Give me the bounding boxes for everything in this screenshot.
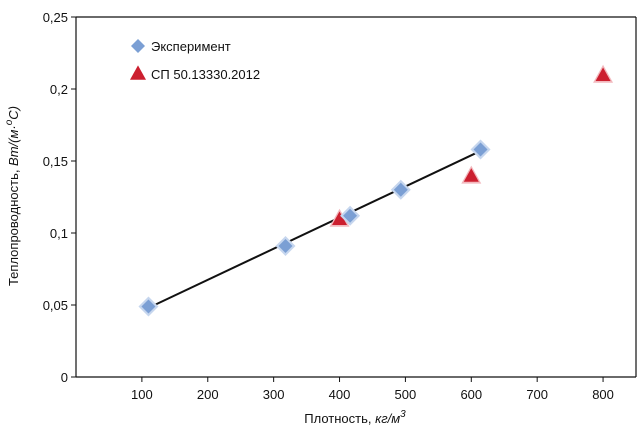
legend-item-experiment: Эксперимент xyxy=(131,39,231,54)
legend-item-sp: СП 50.13330.2012 xyxy=(130,65,260,82)
trendline-group xyxy=(148,150,481,309)
legend-marker-sp xyxy=(130,65,146,80)
y-tick-label: 0 xyxy=(61,370,68,385)
sp-point-marker xyxy=(595,67,611,81)
legend-marker-experiment xyxy=(131,39,145,53)
x-tick-label: 500 xyxy=(395,387,417,402)
trendline xyxy=(148,150,481,309)
sp-point-marker xyxy=(463,168,479,182)
legend: Эксперимент СП 50.13330.2012 xyxy=(130,39,260,82)
axes xyxy=(75,16,637,378)
experiment-point xyxy=(340,205,361,226)
x-tick-label: 400 xyxy=(329,387,351,402)
x-tick-label: 600 xyxy=(460,387,482,402)
experiment-point-marker xyxy=(278,238,293,253)
sp-point-marker xyxy=(332,211,348,225)
x-tick-label: 300 xyxy=(263,387,285,402)
experiment-point xyxy=(275,235,296,256)
y-tick-label: 0,25 xyxy=(43,10,68,25)
y-tick-label: 0,2 xyxy=(50,82,68,97)
y-tick-label: 0,05 xyxy=(43,298,68,313)
data-points xyxy=(138,64,614,317)
legend-label-experiment: Эксперимент xyxy=(151,39,231,54)
sp-point xyxy=(461,165,482,184)
x-tick-label: 100 xyxy=(131,387,153,402)
sp-point xyxy=(593,64,614,83)
x-axis-ticks: 100 200 300 400 500 600 700 800 xyxy=(131,377,614,402)
x-tick-label: 200 xyxy=(197,387,219,402)
experiment-point xyxy=(470,139,491,160)
experiment-point-marker xyxy=(393,182,408,197)
experiment-point-marker xyxy=(141,299,156,314)
x-axis-title: Плотность, кг/м3 xyxy=(304,409,406,426)
y-tick-label: 0,15 xyxy=(43,154,68,169)
experiment-point-marker xyxy=(473,142,488,157)
experiment-point xyxy=(390,179,411,200)
x-tick-label: 800 xyxy=(592,387,614,402)
sp-point xyxy=(329,208,350,227)
experiment-point xyxy=(138,296,159,317)
y-tick-label: 0,1 xyxy=(50,226,68,241)
y-axis-ticks: 0 0,05 0,1 0,15 0,2 0,25 xyxy=(43,10,76,385)
x-tick-label: 700 xyxy=(526,387,548,402)
legend-label-sp: СП 50.13330.2012 xyxy=(151,67,260,82)
experiment-point-marker xyxy=(343,208,358,223)
y-axis-title: Теплопроводность, Вт/(м·оС) xyxy=(4,106,21,286)
